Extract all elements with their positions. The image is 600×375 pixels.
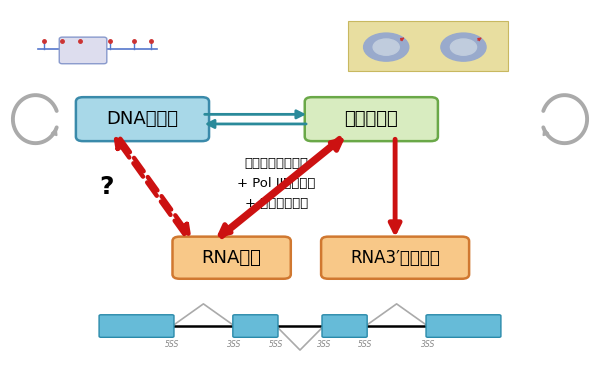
Text: ?: ? [100,176,114,200]
Text: RNA3′末端形成: RNA3′末端形成 [350,249,440,267]
Circle shape [451,39,476,55]
Text: 5SS: 5SS [358,340,373,349]
FancyBboxPatch shape [322,315,367,337]
FancyBboxPatch shape [172,237,291,279]
Circle shape [373,39,399,55]
Text: 组蛋白修饰: 组蛋白修饰 [344,110,398,128]
Text: 3SS: 3SS [317,340,331,349]
FancyBboxPatch shape [233,315,278,337]
FancyBboxPatch shape [305,97,438,141]
FancyBboxPatch shape [426,315,501,337]
Text: 5SS: 5SS [269,340,283,349]
FancyBboxPatch shape [321,237,469,279]
Text: 5SS: 5SS [165,340,179,349]
Text: 3SS: 3SS [227,340,242,349]
Text: 3SS: 3SS [421,340,435,349]
FancyBboxPatch shape [99,315,174,337]
Text: 顺式作用元件强弱
+ Pol II延伸快慢
+ 剪接因子浓度: 顺式作用元件强弱 + Pol II延伸快慢 + 剪接因子浓度 [237,157,316,210]
Text: RNA剪接: RNA剪接 [202,249,262,267]
FancyBboxPatch shape [59,37,107,64]
Circle shape [441,33,486,61]
FancyBboxPatch shape [347,21,508,71]
Circle shape [364,33,409,61]
FancyBboxPatch shape [76,97,209,141]
Text: DNA甲基化: DNA甲基化 [106,110,178,128]
